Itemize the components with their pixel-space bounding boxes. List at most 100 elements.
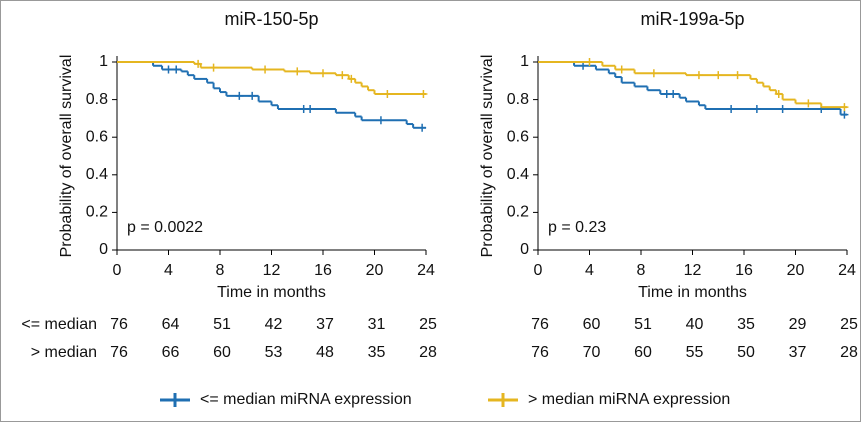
y-tick-label: 0.4 (86, 166, 108, 183)
censor-mark (733, 71, 742, 80)
y-tick-label: 0 (520, 241, 529, 258)
chart-title: miR-199a-5p (640, 9, 744, 29)
censor-mark (306, 105, 315, 113)
risk-count: 70 (583, 344, 601, 361)
censor-mark (585, 58, 594, 66)
x-tick-label: 4 (585, 262, 594, 279)
x-tick-label: 24 (838, 262, 856, 279)
censor-mark (714, 71, 723, 80)
risk-count: 29 (789, 316, 807, 333)
x-tick-label: 4 (164, 262, 173, 279)
censor-mark (752, 105, 761, 113)
x-tick-label: 16 (314, 262, 332, 279)
censor-mark (419, 89, 428, 98)
censor-mark (804, 99, 813, 108)
censor-mark (778, 105, 787, 113)
y-axis-label: Probability of overall survival (58, 55, 75, 258)
risk-count: 55 (686, 344, 704, 361)
x-tick-label: 0 (534, 262, 543, 279)
x-tick-label: 12 (684, 262, 702, 279)
risk-count: 37 (789, 344, 807, 361)
risk-count: 35 (368, 344, 386, 361)
x-tick-label: 0 (113, 262, 122, 279)
risk-count: 76 (110, 344, 128, 361)
censor-mark (727, 105, 736, 113)
risk-count: 53 (265, 344, 283, 361)
risk-count: 64 (162, 316, 180, 333)
x-tick-label: 20 (366, 262, 384, 279)
censor-mark (669, 89, 678, 98)
y-tick-label: 0.6 (507, 128, 529, 145)
x-tick-label: 8 (637, 262, 646, 279)
risk-count: 50 (737, 344, 755, 361)
x-tick-label: 12 (263, 262, 281, 279)
risk-count: 48 (316, 344, 334, 361)
censor-mark (347, 74, 356, 83)
censor-mark (774, 89, 783, 98)
censor-mark (840, 103, 849, 112)
risk-count: 25 (419, 316, 437, 333)
y-tick-label: 0.6 (86, 128, 108, 145)
y-tick-label: 1 (520, 53, 529, 70)
risk-count: 76 (531, 344, 549, 361)
legend-label: > median miRNA expression (528, 391, 730, 408)
censor-mark (261, 65, 270, 74)
risk-count: 76 (110, 316, 128, 333)
censor-mark (376, 116, 385, 125)
censor-mark (649, 69, 658, 78)
censor-mark (293, 67, 302, 76)
censor-mark (248, 91, 257, 100)
risk-row-label: <= median (21, 316, 97, 333)
y-tick-label: 0.2 (507, 204, 529, 221)
risk-count: 28 (419, 344, 437, 361)
risk-count: 31 (368, 316, 386, 333)
censor-mark (164, 65, 173, 74)
x-axis-label: Time in months (638, 284, 747, 301)
legend-label: <= median miRNA expression (200, 391, 412, 408)
risk-count: 51 (213, 316, 231, 333)
p-value: p = 0.23 (548, 219, 606, 236)
risk-count: 35 (737, 316, 755, 333)
risk-count: 37 (316, 316, 334, 333)
risk-count: 66 (162, 344, 180, 361)
x-tick-label: 8 (216, 262, 225, 279)
y-tick-label: 0 (99, 241, 108, 258)
censor-mark (194, 59, 203, 68)
censor-mark (172, 65, 181, 74)
censor-mark (235, 91, 244, 100)
y-tick-label: 0.8 (86, 91, 108, 108)
x-tick-label: 20 (787, 262, 805, 279)
risk-count: 25 (840, 316, 858, 333)
risk-count: 60 (583, 316, 601, 333)
risk-count: 51 (634, 316, 652, 333)
censor-mark (617, 65, 626, 74)
y-tick-label: 1 (99, 53, 108, 70)
risk-count: 60 (213, 344, 231, 361)
p-value: p = 0.0022 (127, 219, 203, 236)
censor-mark (319, 69, 327, 78)
y-tick-label: 0.4 (507, 166, 529, 183)
censor-mark (840, 110, 849, 119)
censor-mark (694, 71, 703, 80)
censor-mark (383, 89, 392, 98)
y-tick-label: 0.2 (86, 204, 108, 221)
censor-mark (579, 61, 588, 70)
risk-count: 40 (686, 316, 704, 333)
censor-mark (418, 123, 427, 132)
risk-count: 42 (265, 316, 283, 333)
risk-count: 28 (840, 344, 858, 361)
x-tick-label: 16 (735, 262, 753, 279)
y-axis-label: Probability of overall survival (479, 55, 496, 258)
chart-title: miR-150-5p (224, 9, 318, 29)
censor-mark (209, 63, 218, 72)
risk-row-label: > median (31, 344, 97, 361)
risk-count: 60 (634, 344, 652, 361)
x-tick-label: 24 (417, 262, 435, 279)
x-axis-label: Time in months (217, 284, 326, 301)
censor-mark (338, 71, 347, 80)
y-tick-label: 0.8 (507, 91, 529, 108)
legend-swatch (160, 393, 190, 407)
risk-count: 76 (531, 316, 549, 333)
